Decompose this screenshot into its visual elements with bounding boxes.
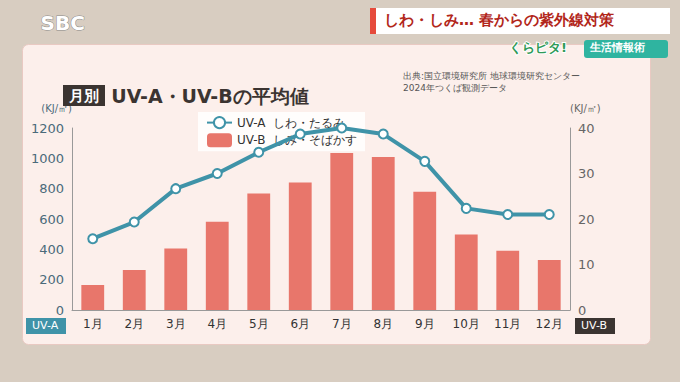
svg-text:3月: 3月 <box>166 317 186 331</box>
svg-text:UV-A・UV-Bの平均値: UV-A・UV-Bの平均値 <box>111 85 308 107</box>
svg-text:6月: 6月 <box>290 317 310 331</box>
svg-text:SBC: SBC <box>41 11 85 35</box>
svg-text:1000: 1000 <box>31 151 64 166</box>
svg-text:2024年つくば観測データ: 2024年つくば観測データ <box>403 83 507 93</box>
svg-text:(KJ/㎡): (KJ/㎡) <box>570 103 601 114</box>
svg-text:月別: 月別 <box>68 87 99 105</box>
svg-text:200: 200 <box>39 272 64 287</box>
svg-text:12月: 12月 <box>536 317 563 331</box>
svg-text:7月: 7月 <box>332 317 352 331</box>
svg-text:400: 400 <box>39 242 64 257</box>
svg-text:40: 40 <box>578 121 595 136</box>
svg-text:(KJ/㎡): (KJ/㎡) <box>41 102 72 114</box>
svg-text:20: 20 <box>578 212 595 227</box>
svg-text:生活情報術: 生活情報術 <box>589 41 645 54</box>
svg-text:800: 800 <box>39 181 64 196</box>
svg-text:しわ・しみ… 春からの紫外線対策: しわ・しみ… 春からの紫外線対策 <box>384 11 615 29</box>
svg-text:1月: 1月 <box>83 317 103 331</box>
svg-text:11月: 11月 <box>494 317 521 331</box>
svg-text:10: 10 <box>578 257 595 272</box>
svg-text:0: 0 <box>56 303 64 318</box>
svg-text:600: 600 <box>39 212 64 227</box>
svg-text:UV-A: UV-A <box>32 319 59 332</box>
svg-text:くらピタ!: くらピタ! <box>509 40 567 55</box>
svg-text:UV-B しみ・そばかす: UV-B しみ・そばかす <box>237 133 358 148</box>
svg-text:1200: 1200 <box>31 121 64 136</box>
svg-text:2月: 2月 <box>124 317 144 331</box>
svg-text:出典:国立環境研究所 地球環境研究センター: 出典:国立環境研究所 地球環境研究センター <box>403 71 580 81</box>
svg-text:30: 30 <box>578 166 595 181</box>
svg-text:UV-A しわ・たるみ: UV-A しわ・たるみ <box>237 116 345 130</box>
svg-text:9月: 9月 <box>415 317 435 331</box>
svg-text:5月: 5月 <box>249 317 269 331</box>
svg-text:10月: 10月 <box>453 317 480 331</box>
svg-text:8月: 8月 <box>373 317 393 331</box>
svg-text:4月: 4月 <box>207 317 227 331</box>
svg-text:0: 0 <box>578 303 586 318</box>
svg-text:UV-B: UV-B <box>581 319 607 332</box>
